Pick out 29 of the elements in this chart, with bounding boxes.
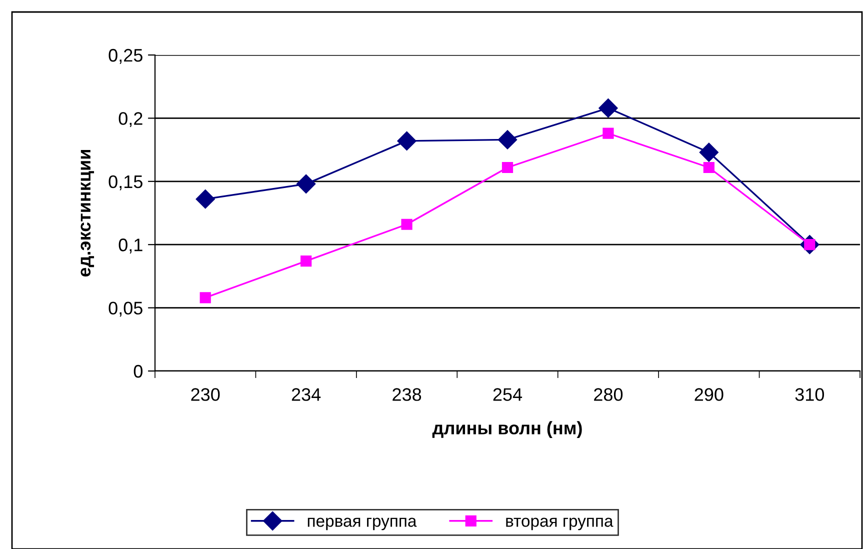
point [296, 174, 316, 194]
x-tick-label: 290 [694, 388, 724, 401]
x-tick-label: 280 [594, 388, 623, 401]
point [699, 142, 718, 162]
y-axis-title: ед.экстинкции [80, 150, 94, 277]
point [498, 130, 518, 150]
y-tick-label: 0,1 [118, 238, 142, 254]
point [502, 162, 514, 174]
y-tick-label: 0 [134, 364, 142, 378]
x-tick-label: 254 [493, 388, 522, 401]
y-tick-label: 0,05 [108, 302, 142, 317]
point [196, 190, 215, 209]
x-tick-label: 310 [795, 388, 824, 401]
x-axis-title: длины волн (нм) [432, 421, 582, 438]
point [200, 292, 211, 304]
x-tick-label: 230 [191, 388, 220, 401]
point [602, 128, 614, 139]
y-tick-label: 0,15 [108, 175, 142, 190]
point [598, 98, 618, 118]
point [397, 131, 416, 150]
point [703, 162, 714, 174]
point [401, 218, 412, 230]
legend-label: вторая группа [506, 518, 614, 530]
x-tick-label: 234 [292, 388, 321, 401]
y-tick-label: 0,25 [108, 48, 142, 64]
point [300, 255, 312, 267]
legend-label: первая группа [308, 518, 417, 530]
x-tick-label: 238 [392, 388, 422, 401]
y-tick-label: 0,2 [118, 112, 142, 128]
